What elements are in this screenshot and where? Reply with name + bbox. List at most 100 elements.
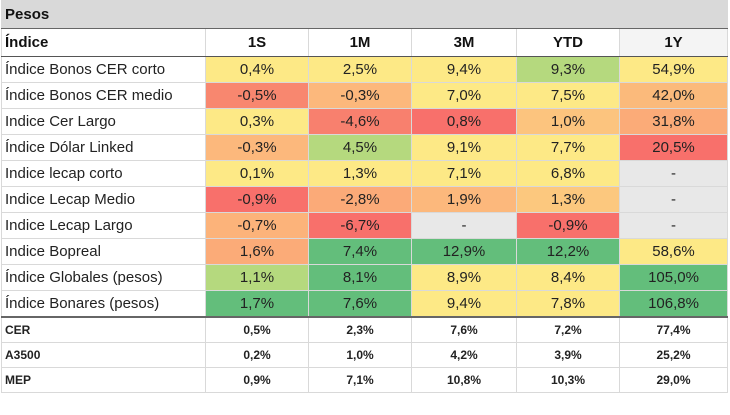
return-cell: - (618, 160, 729, 187)
return-cell: 7,6% (308, 290, 412, 318)
header-1m: 1M (308, 28, 412, 57)
return-cell: 31,8% (618, 108, 729, 135)
return-cell: -0,3% (205, 134, 309, 161)
benchmark-cell: 4,2% (411, 342, 517, 368)
return-cell: 7,7% (516, 134, 620, 161)
table-row: Indice Lecap Medio -0,9% -2,8% 1,9% 1,3% - (1, 186, 729, 213)
return-cell: - (411, 212, 517, 239)
return-cell: 8,9% (411, 264, 517, 291)
benchmark-cell: 2,3% (308, 316, 412, 343)
benchmark-cell: 3,9% (516, 342, 620, 368)
index-name: Indice Bopreal (1, 238, 206, 265)
return-cell: 1,1% (205, 264, 309, 291)
index-name: Índice Dólar Linked (1, 134, 206, 161)
return-cell: 8,4% (516, 264, 620, 291)
return-cell: -0,7% (205, 212, 309, 239)
benchmark-row: MEP 0,9% 7,1% 10,8% 10,3% 29,0% (1, 367, 729, 393)
return-cell: 6,8% (516, 160, 620, 187)
benchmark-cell: 7,6% (411, 316, 517, 343)
benchmark-cell: 7,1% (308, 367, 412, 393)
benchmark-cell: 1,0% (308, 342, 412, 368)
table-row: Indice Cer Largo 0,3% -4,6% 0,8% 1,0% 31,8% (1, 108, 729, 135)
return-cell: 0,3% (205, 108, 309, 135)
return-cell: 2,5% (308, 56, 412, 83)
return-cell: 54,9% (618, 56, 729, 83)
return-cell: 1,7% (205, 290, 309, 318)
index-name: Índice Bonos CER corto (1, 56, 206, 83)
table-row: Indice Lecap Largo -0,7% -6,7% - -0,9% - (1, 212, 729, 239)
return-cell: 7,4% (308, 238, 412, 265)
header-3m: 3M (411, 28, 517, 57)
benchmark-row: CER 0,5% 2,3% 7,6% 7,2% 77,4% (1, 316, 729, 343)
return-cell: 58,6% (618, 238, 729, 265)
return-cell: - (618, 212, 729, 239)
table-row: Índice Dólar Linked -0,3% 4,5% 9,1% 7,7% 20,5… (1, 134, 729, 161)
benchmark-cell: 0,5% (205, 316, 309, 343)
return-cell: 9,4% (411, 56, 517, 83)
benchmark-name: MEP (1, 367, 206, 393)
return-cell: 1,6% (205, 238, 309, 265)
index-name: Índice Bonares (pesos) (1, 290, 206, 318)
benchmark-cell: 29,0% (618, 367, 729, 393)
benchmark-cell: 0,2% (205, 342, 309, 368)
return-cell: 0,4% (205, 56, 309, 83)
return-cell: 0,8% (411, 108, 517, 135)
return-cell: 4,5% (308, 134, 412, 161)
header-indice: Índice (1, 28, 206, 57)
return-cell: 1,0% (516, 108, 620, 135)
return-cell: 7,5% (516, 82, 620, 109)
return-cell: -4,6% (308, 108, 412, 135)
return-cell: 42,0% (618, 82, 729, 109)
benchmark-name: A3500 (1, 342, 206, 368)
header-row: Índice 1S 1M 3M YTD 1Y (1, 28, 729, 57)
index-name: Indice Lecap Largo (1, 212, 206, 239)
header-ytd: YTD (516, 28, 620, 57)
index-name: Indice Lecap Medio (1, 186, 206, 213)
return-cell: - (618, 186, 729, 213)
benchmark-name: CER (1, 316, 206, 343)
index-name: Índice Bonos CER medio (1, 82, 206, 109)
return-cell: 9,1% (411, 134, 517, 161)
return-cell: 1,3% (308, 160, 412, 187)
return-cell: 0,1% (205, 160, 309, 187)
table-row: Índice Bonos CER corto 0,4% 2,5% 9,4% 9,3% 54… (1, 56, 729, 83)
return-cell: 1,9% (411, 186, 517, 213)
benchmark-cell: 77,4% (618, 316, 729, 343)
index-name: Índice Globales (pesos) (1, 264, 206, 291)
return-cell: -2,8% (308, 186, 412, 213)
return-cell: 12,2% (516, 238, 620, 265)
return-cell: -0,3% (308, 82, 412, 109)
benchmark-cell: 7,2% (516, 316, 620, 343)
return-cell: 12,9% (411, 238, 517, 265)
benchmark-cell: 25,2% (618, 342, 729, 368)
returns-table: Pesos Índice 1S 1M 3M YTD 1Y Índice Bono… (0, 0, 729, 393)
return-cell: 7,8% (516, 290, 620, 318)
table-row: Índice Globales (pesos) 1,1% 8,1% 8,9% 8,4% 1… (1, 264, 729, 291)
benchmark-cell: 10,8% (411, 367, 517, 393)
return-cell: 9,3% (516, 56, 620, 83)
return-cell: 20,5% (618, 134, 729, 161)
return-cell: -0,9% (516, 212, 620, 239)
benchmark-row: A3500 0,2% 1,0% 4,2% 3,9% 25,2% (1, 342, 729, 368)
table-row: Índice Bonos CER medio -0,5% -0,3% 7,0% 7,5%… (1, 82, 729, 109)
return-cell: 8,1% (308, 264, 412, 291)
index-name: Indice lecap corto (1, 160, 206, 187)
table-row: Índice Bonares (pesos) 1,7% 7,6% 9,4% 7,8% 10… (1, 290, 729, 318)
header-1y: 1Y (618, 28, 729, 57)
index-name: Indice Cer Largo (1, 108, 206, 135)
sheet-title: Pesos (0, 0, 729, 29)
return-cell: 106,8% (618, 290, 729, 318)
return-cell: 105,0% (618, 264, 729, 291)
benchmark-cell: 0,9% (205, 367, 309, 393)
return-cell: 9,4% (411, 290, 517, 318)
title-row: Pesos (0, 0, 729, 29)
return-cell: 7,1% (411, 160, 517, 187)
return-cell: 1,3% (516, 186, 620, 213)
return-cell: -0,9% (205, 186, 309, 213)
benchmark-cell: 10,3% (516, 367, 620, 393)
table-row: Indice lecap corto 0,1% 1,3% 7,1% 6,8% - (1, 160, 729, 187)
return-cell: -0,5% (205, 82, 309, 109)
return-cell: 7,0% (411, 82, 517, 109)
table-row: Indice Bopreal 1,6% 7,4% 12,9% 12,2% 58,6% (1, 238, 729, 265)
